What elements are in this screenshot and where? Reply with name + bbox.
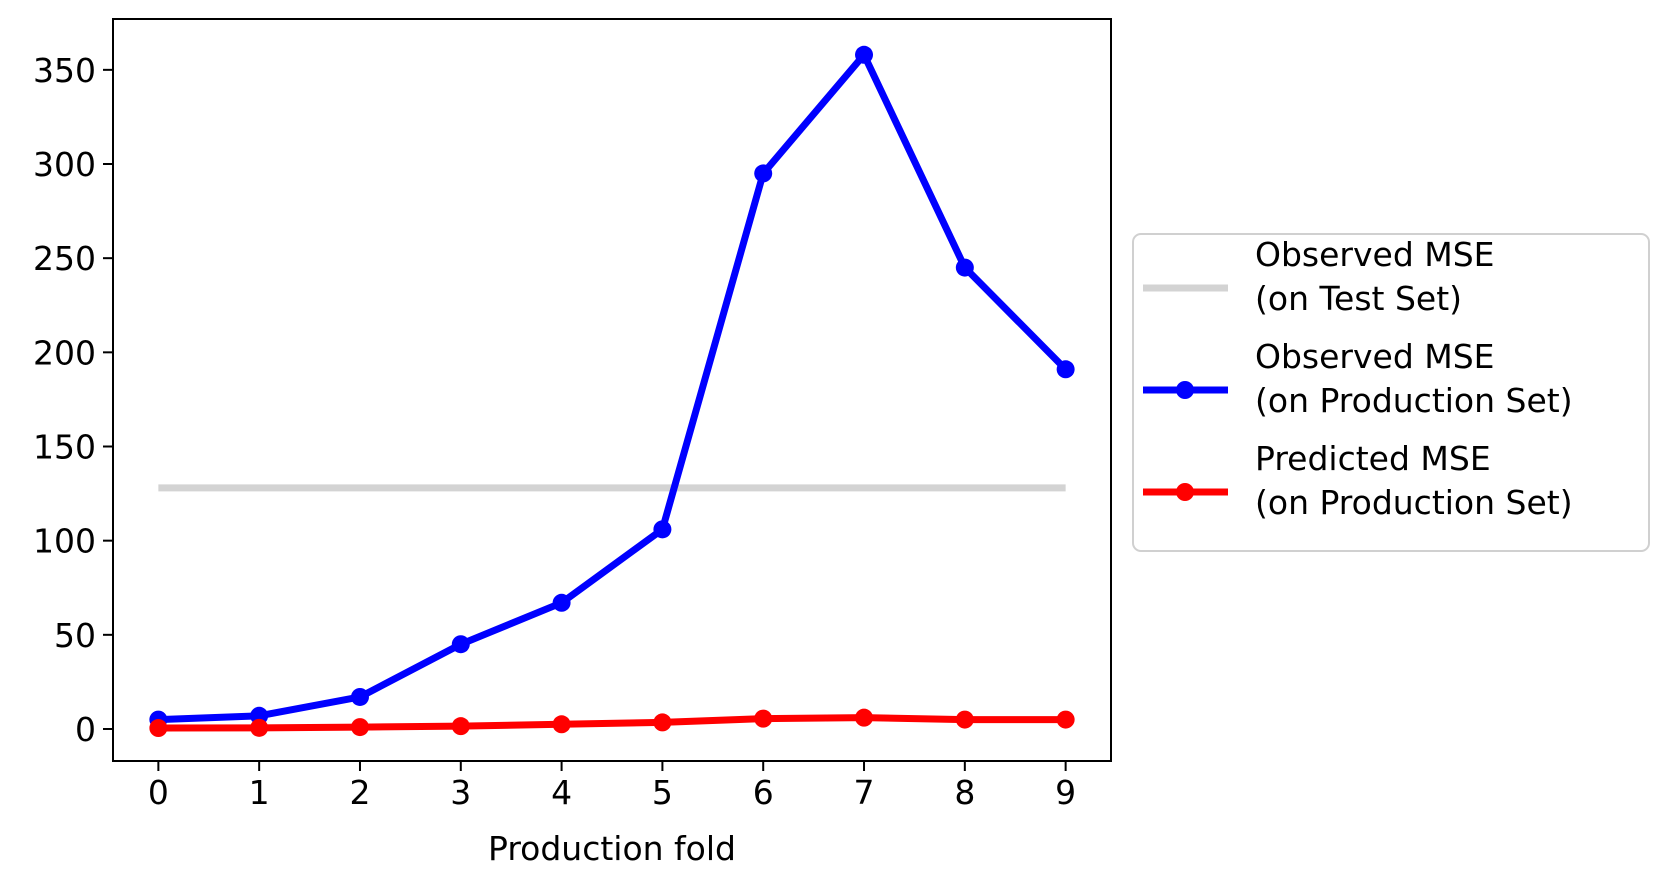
legend-label: Observed MSE	[1255, 235, 1495, 274]
x-tick-label: 8	[954, 773, 975, 812]
data-point	[855, 708, 874, 727]
y-tick-label: 350	[33, 51, 96, 90]
x-tick-label: 1	[249, 773, 270, 812]
data-point	[1056, 710, 1075, 729]
x-tick-label: 4	[551, 773, 572, 812]
x-tick-label: 0	[148, 773, 169, 812]
x-tick-label: 7	[854, 773, 875, 812]
data-point	[451, 717, 470, 736]
series-line-2	[158, 714, 1066, 732]
data-point	[1056, 360, 1075, 379]
legend-label: (on Test Set)	[1255, 279, 1462, 318]
y-tick-label: 150	[33, 427, 96, 466]
data-point	[149, 719, 168, 738]
x-tick-label: 5	[652, 773, 673, 812]
data-point	[955, 258, 974, 277]
chart-marks	[149, 45, 1075, 738]
plot-frame	[112, 18, 1112, 762]
series-line-1	[158, 51, 1069, 724]
x-tick-label: 6	[753, 773, 774, 812]
data-point	[350, 687, 369, 706]
y-axis: 0 50 100 150 200 250 300 350	[33, 51, 113, 749]
data-point	[955, 710, 974, 729]
legend-label: Observed MSE	[1255, 337, 1495, 376]
data-point	[552, 593, 571, 612]
legend-marker	[1176, 381, 1194, 399]
legend-label: Predicted MSE	[1255, 439, 1491, 478]
data-point	[653, 713, 672, 732]
data-point	[653, 520, 672, 539]
data-point	[451, 635, 470, 654]
data-point	[552, 715, 571, 734]
legend-label: (on Production Set)	[1255, 381, 1573, 420]
x-tick-label: 9	[1055, 773, 1076, 812]
data-point	[855, 45, 874, 64]
data-point	[754, 164, 773, 183]
y-tick-label: 250	[33, 239, 96, 278]
x-axis-label: Production fold	[488, 829, 736, 868]
x-axis: 0 1 2 3 4 5 6 7 8 9	[148, 761, 1076, 812]
data-point	[350, 718, 369, 737]
x-tick-label: 3	[450, 773, 471, 812]
legend: Observed MSE (on Test Set) Observed MSE (on…	[1132, 233, 1650, 552]
data-point	[754, 709, 773, 728]
y-tick-label: 200	[33, 333, 96, 372]
legend-marker	[1176, 483, 1194, 501]
y-tick-label: 0	[75, 710, 96, 749]
y-tick-label: 100	[33, 522, 96, 561]
x-tick-label: 2	[349, 773, 370, 812]
data-point	[250, 718, 269, 737]
legend-box	[1132, 233, 1650, 552]
y-tick-label: 300	[33, 145, 96, 184]
legend-label: (on Production Set)	[1255, 483, 1573, 522]
y-tick-label: 50	[54, 616, 96, 655]
